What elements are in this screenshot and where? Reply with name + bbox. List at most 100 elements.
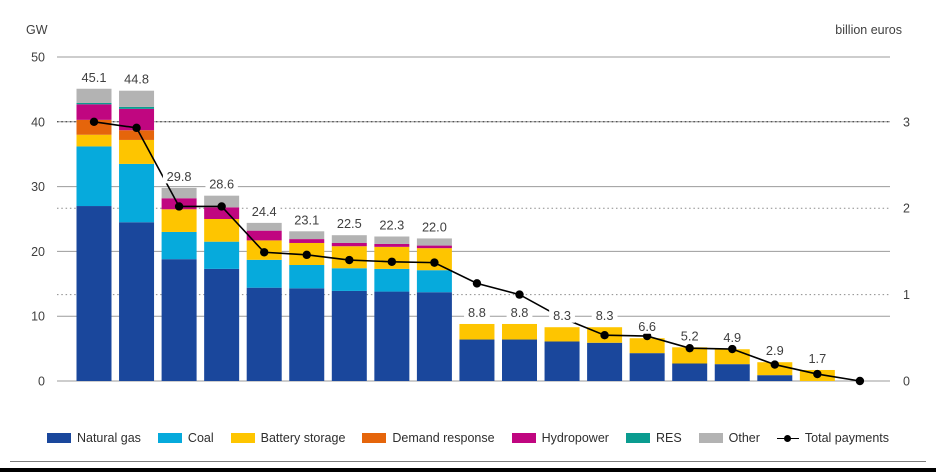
- bar-value-label: 24.4: [252, 204, 277, 219]
- bar-label-bg: [464, 304, 490, 320]
- bar-9-segment-hydropower: [416, 245, 452, 249]
- bar-label-bg: [506, 304, 533, 320]
- bar-14-segment-natural-gas: [629, 353, 665, 381]
- legend-label: Other: [728, 431, 760, 445]
- bar-4-segment-natural-gas: [204, 268, 240, 381]
- bar-3-segment-natural-gas: [161, 259, 197, 381]
- right-axis-tick-1: 1: [903, 288, 910, 302]
- legend-item-natural-gas: Natural gas: [46, 431, 141, 445]
- legend-swatch-icon: [362, 433, 387, 443]
- bar-2-segment-res: [119, 106, 155, 109]
- total-payments-point-11: [515, 290, 524, 299]
- right-axis-tick-0: 0: [903, 375, 910, 389]
- bar-15-segment-natural-gas: [672, 363, 708, 381]
- bar-label-bg: [549, 308, 575, 323]
- bar-label-bg: [418, 219, 451, 234]
- legend-swatch-icon: [625, 433, 650, 443]
- total-payments-point-5: [260, 248, 269, 257]
- bar-2-segment-demand-response: [119, 130, 155, 140]
- bar-value-label: 22.5: [337, 216, 362, 231]
- left-axis-tick-30: 30: [31, 180, 45, 194]
- legend-label: RES: [655, 431, 682, 445]
- bar-label-bg: [162, 168, 196, 184]
- bar-7-segment-coal: [331, 268, 367, 291]
- left-axis-tick-10: 10: [31, 310, 45, 324]
- bar-value-label: 5.2: [681, 328, 699, 343]
- left-axis-tick-40: 40: [31, 115, 45, 129]
- legend-item-battery-storage: Battery storage: [230, 431, 345, 445]
- plot-area: 45.1 44.8 29.8 28.6 24.4 23.1 22.5 22.3 22.0 8.8 8…: [31, 51, 910, 389]
- bar-2-segment-hydropower: [119, 108, 155, 131]
- total-payments-point-15: [685, 343, 694, 353]
- bar-10-segment-battery-storage: [459, 323, 495, 340]
- bar-15-segment-battery-storage: [672, 347, 708, 364]
- bar-11-segment-battery-storage: [502, 323, 537, 340]
- total-payments-point-1: [89, 117, 99, 127]
- separator-line: [10, 461, 926, 462]
- bar-2-segment-other: [119, 90, 155, 107]
- bar-2-segment-coal: [119, 163, 155, 223]
- total-payments-point-19: [855, 376, 865, 386]
- bar-value-label: 1.7: [808, 351, 826, 366]
- legend-item-other: Other: [698, 431, 760, 445]
- bar-label-bg: [77, 69, 111, 85]
- bar-label-bg: [719, 330, 746, 345]
- bar-7-segment-natural-gas: [331, 290, 367, 381]
- legend-swatch-icon: [230, 433, 255, 443]
- bar-label-bg: [761, 343, 788, 358]
- total-payments-point-18: [813, 369, 822, 379]
- bar-8-segment-coal: [374, 268, 410, 292]
- bar-1-segment-hydropower: [76, 104, 112, 120]
- right-axis-tick-3: 3: [903, 115, 910, 129]
- bar-1-segment-coal: [76, 146, 112, 207]
- bar-8-segment-other: [374, 236, 410, 244]
- total-payments-point-2: [132, 123, 141, 133]
- bar-14-segment-battery-storage: [629, 338, 665, 354]
- bar-5-segment-hydropower: [246, 230, 282, 241]
- bar-label-bg: [634, 319, 661, 334]
- bar-3-segment-other: [161, 187, 197, 199]
- bar-value-label: 2.9: [766, 343, 784, 358]
- legend-item-coal: Coal: [157, 431, 214, 445]
- bar-label-bg: [290, 212, 323, 227]
- bar-5-segment-coal: [246, 259, 282, 288]
- bar-11-segment-natural-gas: [502, 339, 537, 381]
- bar-label-bg: [205, 176, 238, 192]
- bar-label-bg: [120, 71, 153, 87]
- bar-7-segment-hydropower: [331, 242, 367, 247]
- total-payments-point-10: [472, 279, 482, 288]
- left-axis-tick-0: 0: [38, 375, 45, 389]
- bar-12-segment-natural-gas: [544, 341, 580, 381]
- bar-12-segment-battery-storage: [544, 327, 580, 342]
- bar-6-segment-hydropower: [289, 239, 325, 243]
- bar-value-label: 8.3: [553, 308, 571, 323]
- legend-item-total-payments: Total payments: [776, 431, 889, 445]
- legend-swatch-icon: [46, 433, 71, 443]
- bar-label-bg: [248, 203, 281, 219]
- total-payments-point-6: [302, 250, 311, 260]
- left-axis-title: GW: [26, 23, 48, 37]
- bar-6-segment-natural-gas: [289, 288, 325, 381]
- legend-label: Demand response: [392, 431, 495, 445]
- bar-8-segment-natural-gas: [374, 291, 410, 381]
- legend-swatch-icon: [511, 433, 536, 443]
- bar-value-label: 45.1: [82, 70, 107, 85]
- total-payments-point-3: [174, 202, 184, 211]
- bar-value-label: 44.8: [124, 72, 149, 87]
- total-payments-point-13: [600, 331, 609, 340]
- bar-label-bg: [676, 328, 703, 343]
- legend-label: Coal: [187, 431, 214, 445]
- legend-label: Total payments: [804, 431, 889, 445]
- bar-label-bg: [591, 308, 618, 323]
- total-payments-point-14: [642, 331, 652, 341]
- bar-1-segment-natural-gas: [76, 206, 112, 381]
- bar-value-label: 4.9: [723, 330, 741, 345]
- bar-17-segment-natural-gas: [757, 375, 793, 381]
- bar-7-segment-other: [331, 235, 367, 243]
- bar-9-segment-natural-gas: [416, 292, 452, 381]
- bar-6-segment-other: [289, 231, 325, 240]
- total-payments-point-9: [430, 258, 439, 267]
- bar-2-segment-natural-gas: [119, 222, 155, 381]
- bar-10-segment-natural-gas: [459, 339, 495, 381]
- bar-value-label: 8.8: [511, 305, 529, 320]
